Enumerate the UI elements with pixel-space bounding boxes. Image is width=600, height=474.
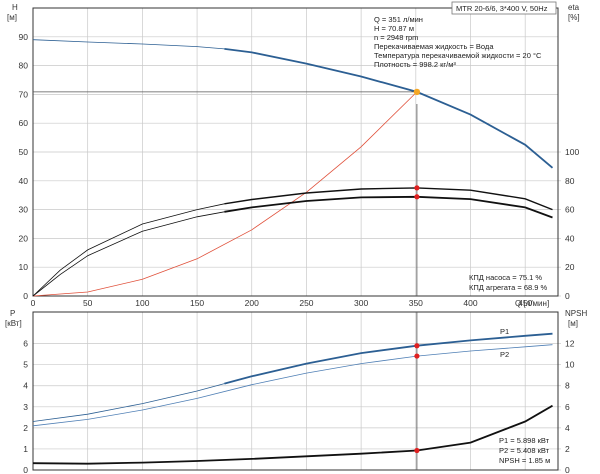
eta-axis-title: eta — [568, 3, 580, 12]
top-panel: 0 50 100 150 200 250 300 350 400 4500102030405060… — [7, 1, 580, 308]
series-eta_unit-line — [32, 211, 225, 297]
left-tick-label: 70 — [19, 89, 29, 99]
x-tick-label: 450 — [518, 298, 532, 308]
series-eta_pump-line — [224, 187, 553, 211]
left-tick-label: 60 — [19, 118, 29, 128]
duty-info-line: H = 70.87 м — [374, 24, 414, 33]
duty-point-p2 — [414, 353, 420, 359]
duty-point-h — [413, 88, 421, 96]
efficiency-info: КПД насоса = 75.1 % КПД агрегата = 68.9 … — [469, 273, 547, 292]
duty-point-npsh — [414, 447, 420, 454]
eta-axis-unit: [%] — [568, 13, 580, 22]
left-tick-label: 3 — [23, 402, 28, 412]
efficiency-info-line: КПД агрегата = 68.9 % — [469, 283, 547, 292]
series-eta_pump-line — [32, 203, 225, 297]
power-info-line: P1 = 5.898 кВт — [499, 436, 550, 445]
top-tick-labels: 0 50 100 150 200 250 300 350 400 4500102030405060… — [19, 32, 580, 308]
p-axis-unit: [кВт] — [5, 319, 22, 328]
power-info-line: P2 = 5.408 кВт — [499, 446, 550, 455]
left-tick-label: 50 — [19, 147, 29, 157]
left-tick-label: 0 — [23, 291, 28, 301]
series-h-line — [32, 39, 225, 50]
left-tick-label: 10 — [19, 262, 29, 272]
series-h-line — [224, 48, 554, 169]
series-p1-line — [224, 332, 553, 385]
x-tick-label: 0 — [31, 298, 36, 308]
right-tick-label: 20 — [565, 262, 575, 272]
right-tick-label: 12 — [565, 339, 575, 349]
left-tick-label: 20 — [19, 233, 29, 243]
series-system-line — [32, 91, 418, 297]
duty-info: Q = 351 л/мин H = 70.87 м n = 2948 rpm П… — [374, 15, 542, 69]
right-tick-label: 0 — [565, 465, 570, 474]
x-tick-label: 200 — [245, 298, 259, 308]
q-axis-title: Q [л/мин] — [515, 299, 549, 308]
bottom-grid — [32, 312, 561, 471]
efficiency-info-line: КПД насоса = 75.1 % — [469, 273, 542, 282]
right-tick-label: 8 — [565, 381, 570, 391]
duty-info-line: Перекачиваемая жидкость = Вода — [374, 42, 494, 51]
top-plot-frame — [32, 7, 559, 297]
bottom-duty-points — [414, 312, 420, 470]
duty-info-line: Q = 351 л/мин — [374, 15, 423, 24]
left-tick-label: 30 — [19, 205, 29, 215]
right-tick-label: 2 — [565, 444, 570, 454]
x-tick-label: 150 — [190, 298, 204, 308]
right-tick-label: 60 — [565, 205, 575, 215]
top-series — [32, 39, 554, 297]
left-tick-label: 0 — [23, 465, 28, 474]
right-tick-label: 100 — [565, 147, 579, 157]
top-duty-points — [33, 88, 421, 296]
x-tick-label: 250 — [299, 298, 313, 308]
x-tick-label: 100 — [135, 298, 149, 308]
p2-series-label: P2 — [500, 350, 509, 359]
left-tick-label: 1 — [23, 444, 28, 454]
x-tick-label: 300 — [354, 298, 368, 308]
bottom-plot-frame — [32, 311, 559, 471]
power-info: P1 = 5.898 кВт P2 = 5.408 кВт NPSH = 1.8… — [499, 436, 550, 465]
h-axis-unit: [м] — [7, 13, 17, 22]
left-tick-label: 5 — [23, 360, 28, 370]
left-tick-label: 6 — [23, 339, 28, 349]
duty-info-line: Плотность = 998.2 кг/м³ — [374, 60, 456, 69]
duty-info-line: n = 2948 rpm — [374, 33, 418, 42]
series-eta_unit-line — [224, 195, 553, 219]
x-tick-label: 50 — [83, 298, 93, 308]
power-info-line: NPSH = 1.85 м — [499, 456, 550, 465]
right-tick-label: 80 — [565, 176, 575, 186]
h-axis-title: H — [12, 3, 18, 12]
right-tick-label: 40 — [565, 233, 575, 243]
duty-point-eta-pump — [414, 185, 420, 191]
right-tick-label: 0 — [565, 291, 570, 301]
left-tick-label: 2 — [23, 423, 28, 433]
duty-point-eta-unit — [414, 194, 420, 200]
series-npsh-line — [32, 404, 553, 465]
p-axis-title: P — [10, 309, 15, 318]
x-tick-label: 350 — [409, 298, 423, 308]
npsh-axis-unit: [м] — [568, 319, 578, 328]
right-tick-label: 6 — [565, 402, 570, 412]
left-tick-label: 40 — [19, 176, 29, 186]
right-tick-label: 4 — [565, 423, 570, 433]
series-p1-line — [32, 383, 225, 422]
model-box — [451, 1, 557, 15]
model-label: MTR 20-6/6, 3*400 V, 50Hz — [456, 4, 548, 13]
left-tick-label: 90 — [19, 32, 29, 42]
p1-series-label: P1 — [500, 327, 509, 336]
duty-point-p1 — [414, 343, 420, 349]
left-tick-label: 80 — [19, 61, 29, 71]
series-p2-line — [32, 344, 553, 427]
npsh-axis-title: NPSH — [565, 309, 587, 318]
x-tick-label: 400 — [463, 298, 477, 308]
left-tick-label: 4 — [23, 381, 28, 391]
right-tick-label: 10 — [565, 360, 575, 370]
duty-info-line: Температура перекачиваемой жидкости = 20… — [374, 51, 542, 60]
bottom-series — [32, 332, 553, 465]
